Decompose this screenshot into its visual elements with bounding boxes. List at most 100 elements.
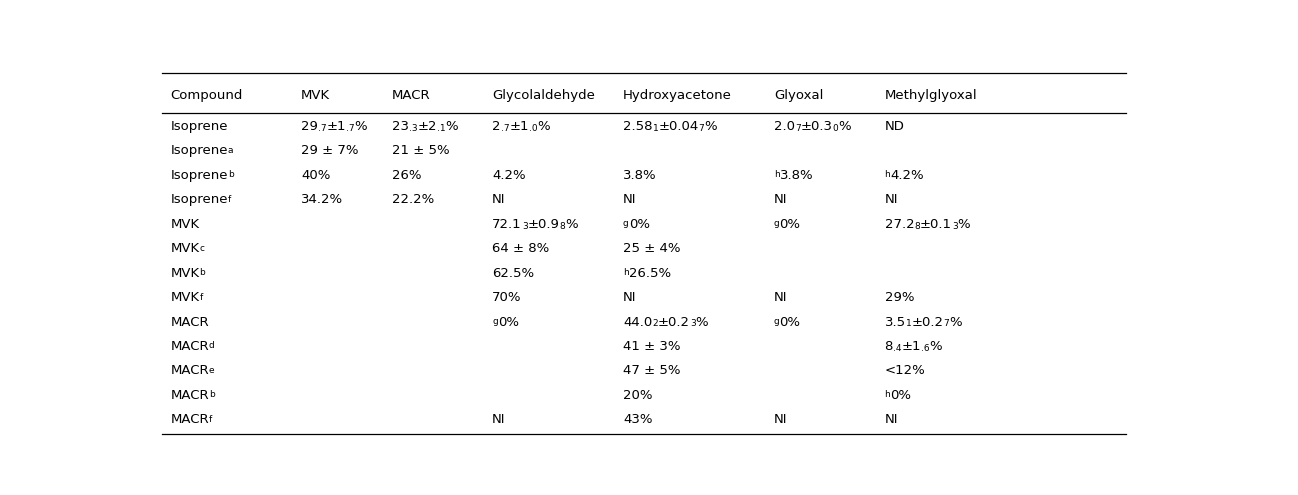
Text: 29: 29: [301, 120, 318, 133]
Text: Glyoxal: Glyoxal: [774, 89, 823, 102]
Text: 7: 7: [944, 319, 949, 328]
Text: ND: ND: [884, 120, 905, 133]
Text: 0%: 0%: [780, 218, 801, 231]
Text: 2: 2: [492, 120, 501, 133]
Text: 3.8%: 3.8%: [780, 169, 814, 182]
Text: 3: 3: [522, 222, 527, 231]
Text: .0: .0: [528, 124, 537, 133]
Text: g: g: [492, 317, 498, 326]
Text: MVK: MVK: [170, 291, 200, 304]
Text: 1: 1: [906, 319, 911, 328]
Text: NI: NI: [774, 194, 788, 206]
Text: b: b: [200, 268, 205, 277]
Text: 0%: 0%: [498, 315, 519, 329]
Text: 40%: 40%: [301, 169, 331, 182]
Text: ±0.3: ±0.3: [801, 120, 832, 133]
Text: MACR: MACR: [170, 315, 209, 329]
Text: ±1: ±1: [901, 340, 920, 353]
Text: 3.8%: 3.8%: [623, 169, 657, 182]
Text: b: b: [227, 170, 234, 179]
Text: 8: 8: [884, 340, 893, 353]
Text: %: %: [565, 218, 578, 231]
Text: ±1: ±1: [509, 120, 528, 133]
Text: 43%: 43%: [623, 413, 653, 426]
Text: Isoprene: Isoprene: [170, 169, 227, 182]
Text: 47 ± 5%: 47 ± 5%: [623, 364, 680, 378]
Text: a: a: [227, 146, 234, 155]
Text: f: f: [200, 293, 202, 301]
Text: MVK: MVK: [170, 242, 200, 255]
Text: NI: NI: [774, 413, 788, 426]
Text: e: e: [209, 366, 214, 375]
Text: ±0.2: ±0.2: [658, 315, 689, 329]
Text: 44.0: 44.0: [623, 315, 652, 329]
Text: MVK: MVK: [170, 218, 200, 231]
Text: <12%: <12%: [884, 364, 925, 378]
Text: NI: NI: [492, 194, 506, 206]
Text: 0: 0: [832, 124, 839, 133]
Text: 0%: 0%: [628, 218, 650, 231]
Text: ±1: ±1: [327, 120, 347, 133]
Text: 8: 8: [914, 222, 920, 231]
Text: %: %: [958, 218, 971, 231]
Text: Compound: Compound: [170, 89, 243, 102]
Text: g: g: [774, 219, 780, 228]
Text: Isoprene: Isoprene: [170, 194, 227, 206]
Text: 0%: 0%: [780, 315, 801, 329]
Text: %: %: [705, 120, 716, 133]
Text: %: %: [929, 340, 942, 353]
Text: 72.1: 72.1: [492, 218, 522, 231]
Text: MACR: MACR: [170, 340, 209, 353]
Text: %: %: [445, 120, 458, 133]
Text: 26.5%: 26.5%: [628, 267, 671, 280]
Text: h: h: [884, 391, 890, 399]
Text: %: %: [696, 315, 709, 329]
Text: ±0.9: ±0.9: [527, 218, 559, 231]
Text: 7: 7: [698, 124, 705, 133]
Text: .7: .7: [318, 124, 327, 133]
Text: MACR: MACR: [170, 413, 209, 426]
Text: f: f: [209, 415, 212, 424]
Text: MACR: MACR: [170, 364, 209, 378]
Text: NI: NI: [884, 413, 898, 426]
Text: .1: .1: [436, 124, 445, 133]
Text: 0%: 0%: [890, 389, 911, 402]
Text: Isoprene: Isoprene: [170, 145, 227, 157]
Text: 4.2%: 4.2%: [890, 169, 924, 182]
Text: f: f: [227, 195, 231, 204]
Text: 1: 1: [653, 124, 658, 133]
Text: NI: NI: [623, 291, 636, 304]
Text: .4: .4: [893, 344, 901, 353]
Text: 22.2%: 22.2%: [392, 194, 434, 206]
Text: Methylglyoxal: Methylglyoxal: [884, 89, 977, 102]
Text: g: g: [623, 219, 628, 228]
Text: 64 ± 8%: 64 ± 8%: [492, 242, 549, 255]
Text: 7: 7: [794, 124, 801, 133]
Text: 62.5%: 62.5%: [492, 267, 535, 280]
Text: .6: .6: [920, 344, 929, 353]
Text: d: d: [209, 342, 214, 350]
Text: 25 ± 4%: 25 ± 4%: [623, 242, 680, 255]
Text: MACR: MACR: [170, 389, 209, 402]
Text: %: %: [354, 120, 367, 133]
Text: Glycolaldehyde: Glycolaldehyde: [492, 89, 594, 102]
Text: NI: NI: [492, 413, 506, 426]
Text: 70%: 70%: [492, 291, 522, 304]
Text: b: b: [209, 391, 214, 399]
Text: 26%: 26%: [392, 169, 421, 182]
Text: ±0.04: ±0.04: [658, 120, 698, 133]
Text: 3.5: 3.5: [884, 315, 906, 329]
Text: 23: 23: [392, 120, 409, 133]
Text: Isoprene: Isoprene: [170, 120, 227, 133]
Text: g: g: [774, 317, 780, 326]
Text: 2: 2: [652, 319, 658, 328]
Text: %: %: [949, 315, 962, 329]
Text: h: h: [774, 170, 780, 179]
Text: 41 ± 3%: 41 ± 3%: [623, 340, 680, 353]
Text: 2.58: 2.58: [623, 120, 653, 133]
Text: 21 ± 5%: 21 ± 5%: [392, 145, 449, 157]
Text: 34.2%: 34.2%: [301, 194, 343, 206]
Text: ±0.2: ±0.2: [911, 315, 944, 329]
Text: 20%: 20%: [623, 389, 653, 402]
Text: MACR: MACR: [392, 89, 430, 102]
